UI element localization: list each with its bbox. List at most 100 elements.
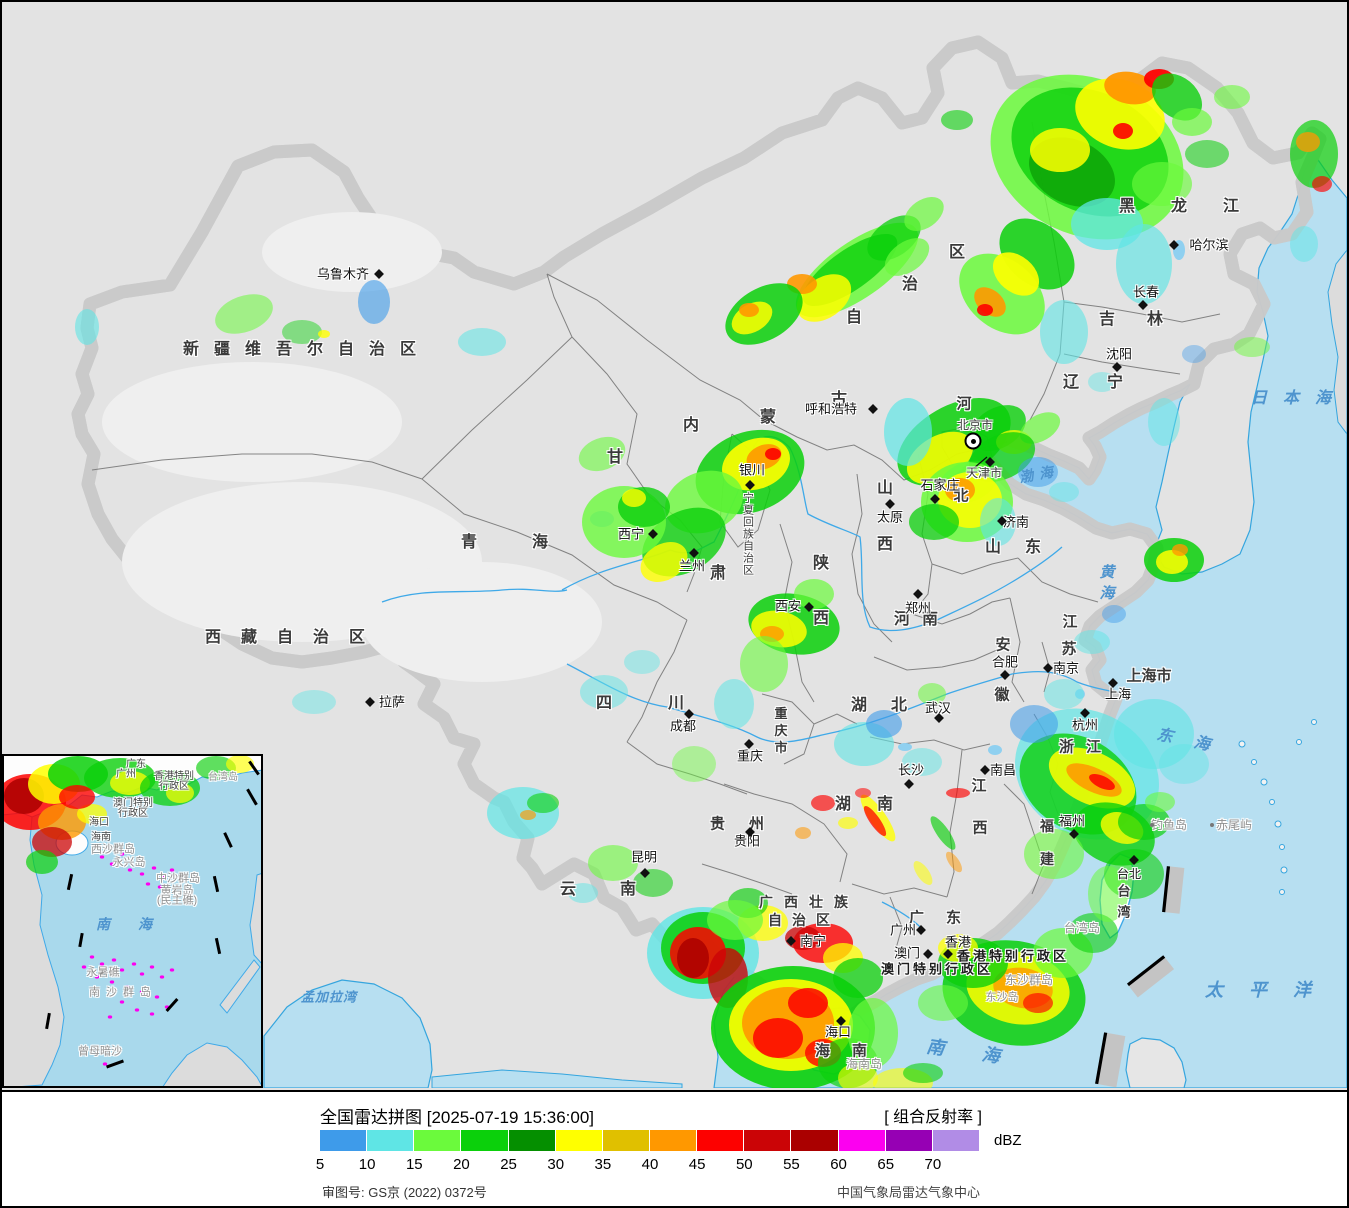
map-label-p: 山东	[984, 539, 1066, 556]
map-label-g: 曾母暗沙	[78, 1045, 122, 1058]
luzon-island	[1125, 1037, 1187, 1088]
map-label-g: 永兴岛	[112, 856, 146, 869]
scale-swatch	[791, 1130, 839, 1151]
map-label-t: 海口	[89, 817, 109, 828]
map-label-p: 区	[948, 244, 966, 261]
scale-swatch	[414, 1130, 462, 1151]
map-label-g: 黄岩岛	[160, 884, 194, 897]
scale-value: 50	[735, 1156, 753, 1173]
map-label-p: 广东	[908, 909, 984, 927]
scale-value: 35	[594, 1156, 612, 1173]
scale-value: 25	[500, 1156, 517, 1173]
map-label-p: 自	[845, 309, 863, 326]
scale-swatch	[649, 1130, 698, 1151]
map-label-p: 陕	[812, 555, 830, 572]
map-label-c: 太原	[876, 509, 904, 525]
map-label-p: 治	[901, 276, 919, 293]
map-label-s: 黄海	[1097, 564, 1115, 606]
map-label-g: 中沙群岛	[156, 872, 200, 885]
map-license-number: 审图号: GS京 (2022) 0372号	[322, 1185, 487, 1200]
map-label-p: 河	[956, 395, 972, 413]
map-label-c: 南昌	[989, 762, 1017, 778]
map-label-p: 甘	[606, 449, 624, 466]
product-name: [ 组合反射率 ]	[884, 1109, 982, 1126]
map-label-c: 杭州	[1071, 717, 1099, 733]
map-label-p: 徽	[994, 686, 1010, 704]
map-label-p: 建	[1040, 851, 1054, 867]
map-label-p: 新疆维吾尔自治区	[182, 341, 432, 358]
scale-swatch	[602, 1130, 650, 1151]
scale-swatch	[508, 1130, 556, 1151]
boundary-dash-bars	[1095, 866, 1185, 1088]
map-label-c: 西安	[774, 598, 802, 614]
map-label-c: 昆明	[630, 849, 658, 865]
map-label-p: 上海市	[1126, 667, 1172, 685]
map-label-g: 台湾岛	[1063, 921, 1101, 935]
map-label-p: 黑龙江	[1118, 198, 1276, 215]
scale-value: 55	[783, 1156, 800, 1173]
map-label-c: 拉萨	[378, 694, 406, 710]
map-label-p: 重庆市	[772, 706, 788, 758]
japan-coast-strip	[1327, 249, 1347, 435]
map-label-s: 南海	[96, 916, 180, 932]
map-label-p: 西	[812, 610, 830, 627]
map-label-c: 长沙	[897, 762, 925, 778]
ryukyu-islands	[1238, 719, 1317, 895]
scale-swatch	[744, 1130, 792, 1151]
map-label-t: 广州	[116, 769, 136, 780]
map-label-p: 辽宁	[1062, 374, 1152, 391]
map-label-g: 西沙群岛	[91, 843, 135, 856]
map-label-p: 河南	[893, 611, 951, 628]
bay-of-bengal	[263, 979, 433, 1088]
map-label-p: 青海	[460, 534, 604, 551]
map-label-c: 海口	[824, 1024, 852, 1040]
map-label-s: 孟加拉湾	[300, 989, 358, 1005]
scale-value: 5	[315, 1156, 325, 1173]
tianjin-pointer-line	[973, 456, 988, 469]
map-label-c: 武汉	[924, 700, 952, 716]
reflectivity-color-scale	[320, 1130, 980, 1151]
map-label-p: 安	[995, 636, 1011, 654]
map-label-a: 香港特别行政区	[956, 948, 1070, 964]
map-label-g: 钓鱼岛	[1150, 818, 1188, 832]
map-label-p: 浙江	[1058, 738, 1114, 756]
map-label-c: 南宁	[799, 933, 827, 949]
map-label-c: 兰州	[678, 558, 706, 574]
map-label-g: 东沙岛	[985, 991, 1019, 1004]
scale-value: 70	[924, 1156, 942, 1173]
issuing-organization: 中国气象局雷达气象中心	[836, 1185, 980, 1200]
map-label-c: 银川	[738, 462, 766, 478]
map-label-p: 蒙	[759, 409, 777, 426]
map-label-p: 西	[876, 536, 894, 553]
scale-value: 10	[358, 1156, 376, 1173]
map-label-g: (民主礁)	[156, 894, 198, 907]
south-china-sea-inset	[2, 754, 263, 1088]
map-label-p: 古	[830, 391, 848, 408]
scale-value: 40	[641, 1156, 659, 1173]
scale-swatch	[367, 1130, 415, 1151]
scale-value: 15	[405, 1156, 423, 1173]
map-label-p: 内	[682, 417, 700, 434]
map-label-p: 西藏自治区	[204, 629, 386, 646]
scale-swatch	[697, 1130, 745, 1151]
map-label-s: 太平洋	[1205, 980, 1337, 1000]
capital-icon	[964, 432, 982, 450]
map-label-c: 澳门	[893, 945, 921, 961]
map-label-p: 吉林	[1098, 311, 1196, 328]
scale-value: 20	[453, 1156, 470, 1173]
terrain-shading	[102, 212, 602, 682]
map-label-t: 澳门特别	[113, 798, 153, 809]
map-label-p: 北京市	[956, 418, 994, 432]
map-label-p: 天津市	[965, 466, 1003, 480]
map-label-p: 北	[953, 487, 969, 505]
map-label-c: 乌鲁木齐	[316, 266, 370, 282]
map-label-p: 自治区	[768, 912, 840, 928]
map-canvas	[2, 2, 1347, 1088]
map-label-g: 南沙群岛	[89, 986, 157, 999]
radar-echo-layer	[75, 69, 1338, 1088]
map-label-s: 日本海	[1250, 390, 1348, 407]
map-label-c: 长春	[1132, 284, 1160, 300]
map-label-c: 上海	[1104, 686, 1132, 702]
map-label-c: 广州	[889, 922, 917, 938]
